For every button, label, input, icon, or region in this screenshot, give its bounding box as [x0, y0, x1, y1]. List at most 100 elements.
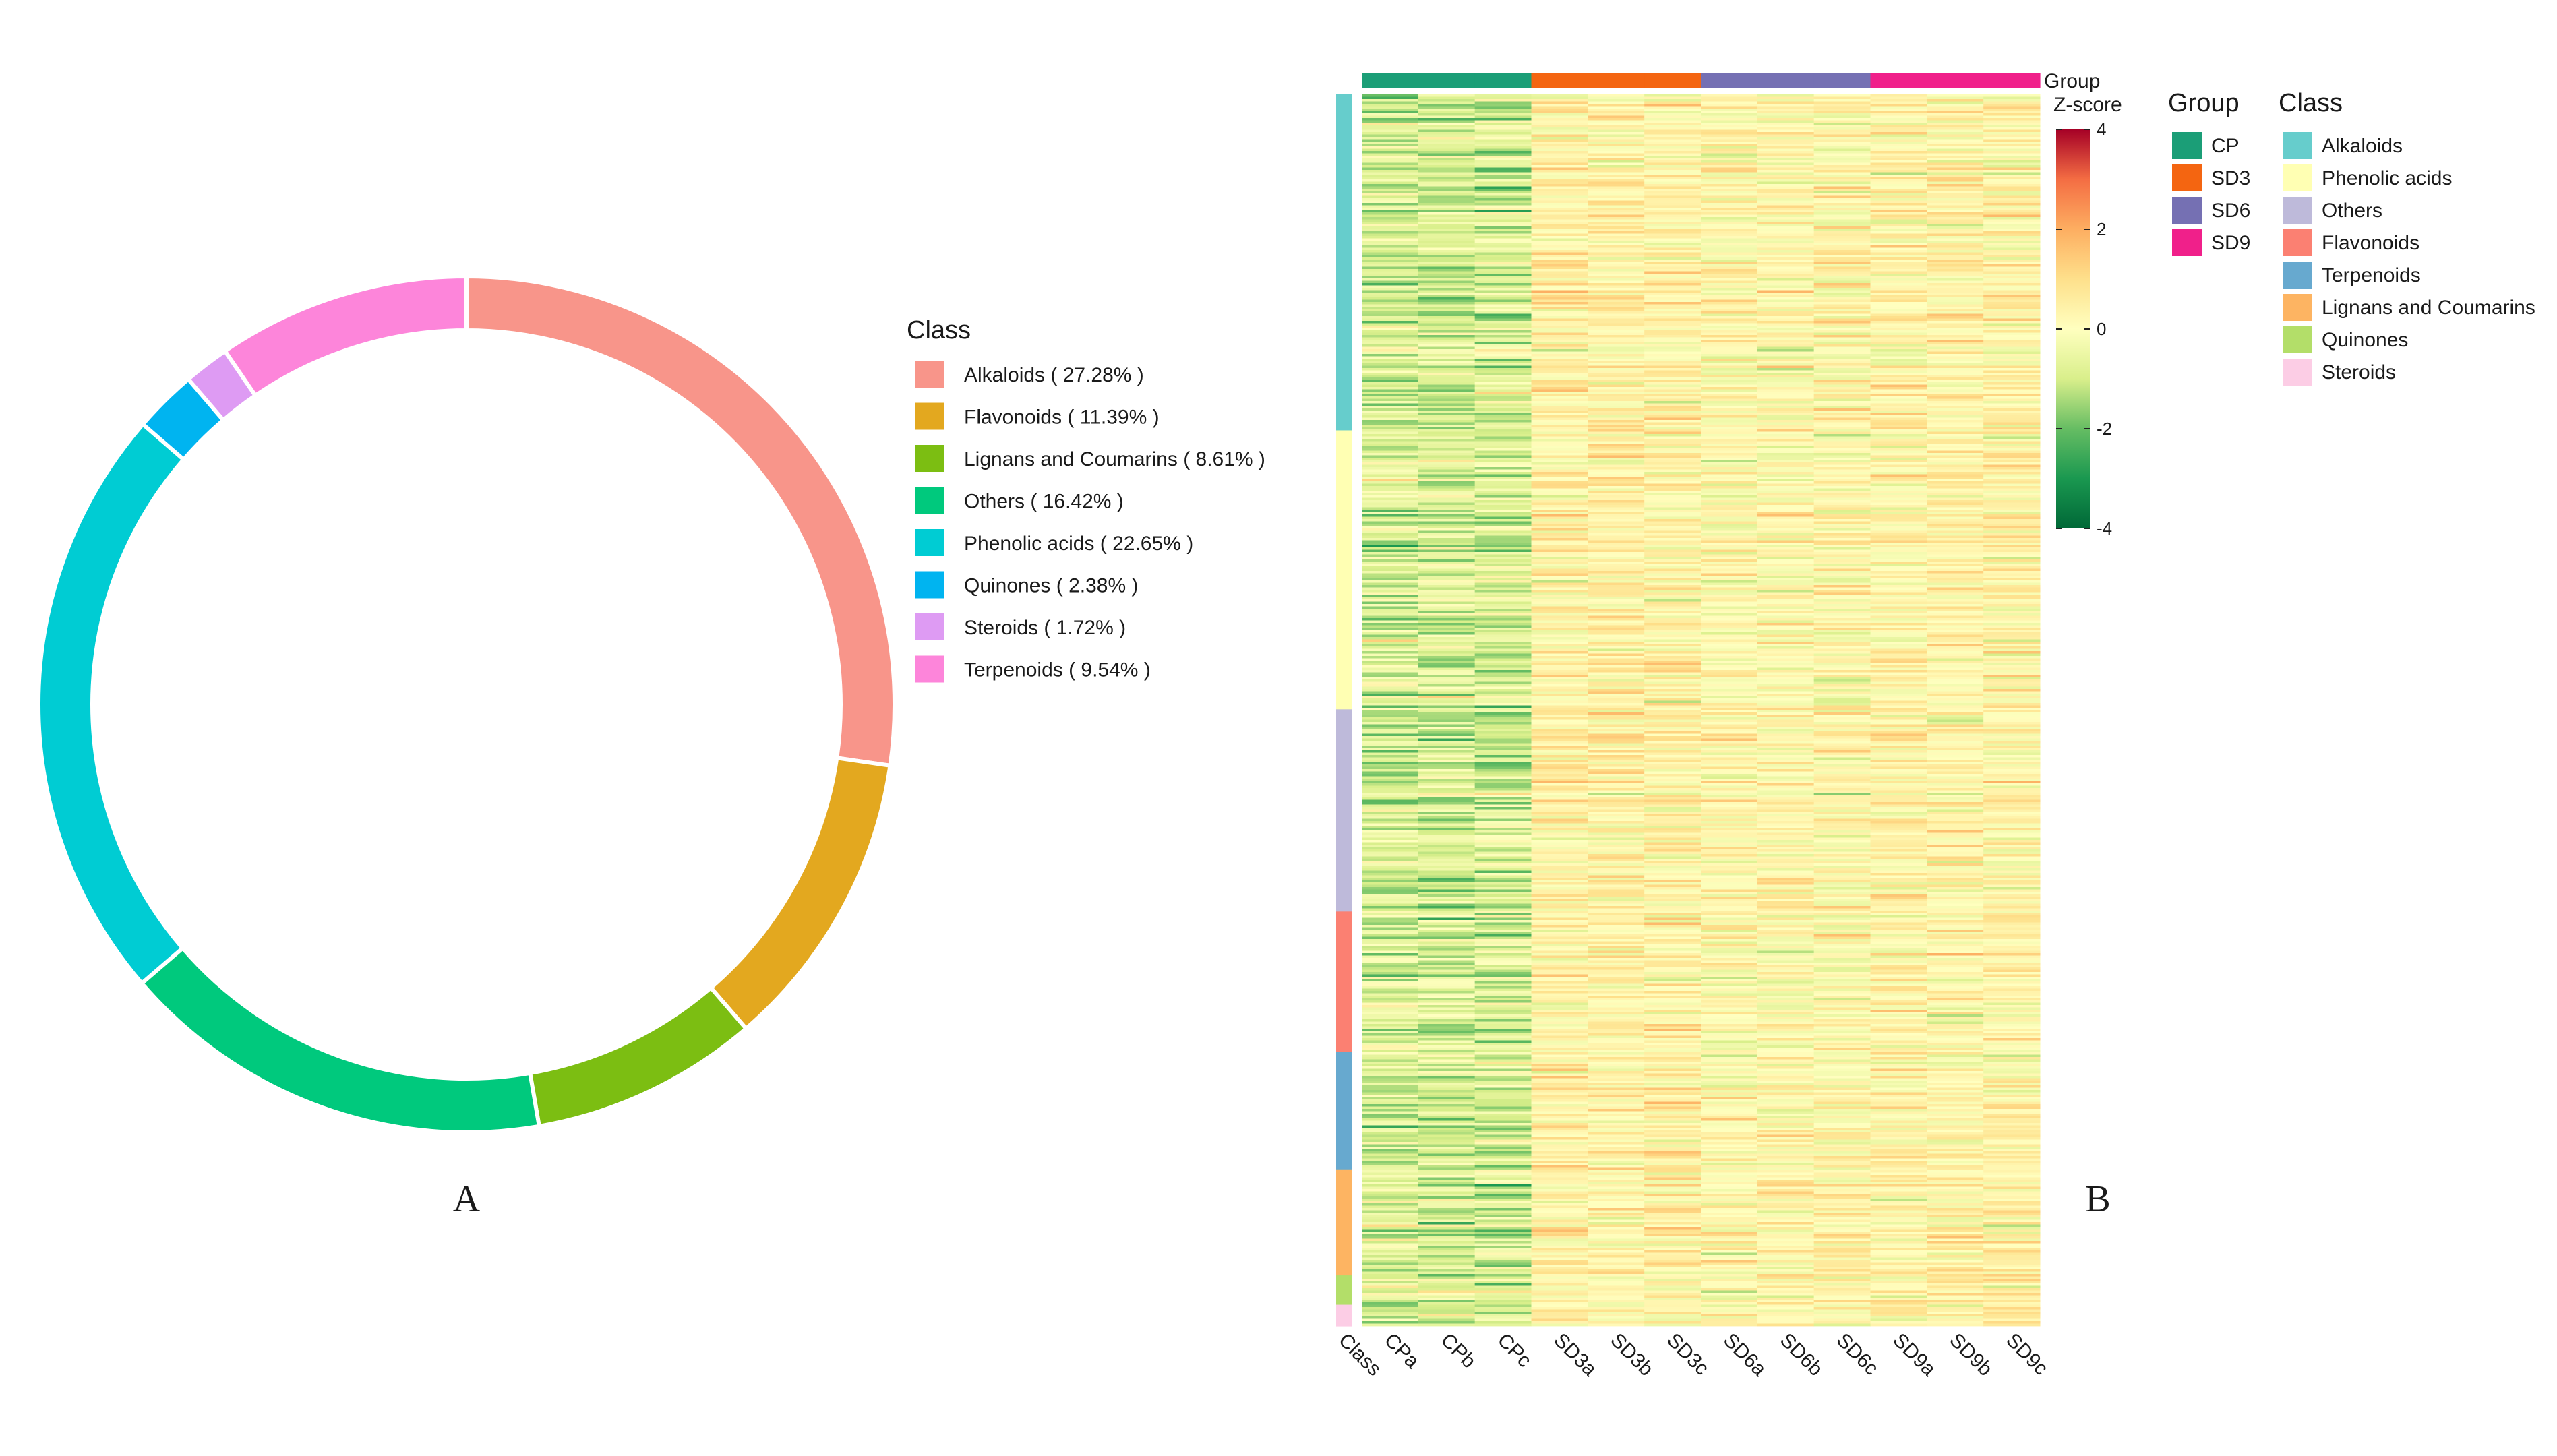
heatmap-cell	[1813, 628, 1871, 630]
heatmap-cell	[1531, 795, 1588, 798]
heatmap-cell	[1870, 1064, 1927, 1067]
heatmap-cell	[1813, 1007, 1871, 1010]
heatmap-cell	[1701, 370, 1758, 373]
heatmap-cell	[1474, 148, 1532, 152]
heatmap-cell	[1644, 101, 1702, 104]
heatmap-cell	[1362, 656, 1419, 659]
heatmap-cell	[1983, 823, 2041, 826]
heatmap-cell	[1813, 1054, 1871, 1058]
heatmap-cell	[1983, 944, 2041, 946]
heatmap-cell	[1418, 694, 1476, 696]
heatmap-cell	[1983, 139, 2041, 142]
heatmap-cell	[1362, 944, 1419, 946]
heatmap-cell	[1474, 578, 1532, 581]
heatmap-cell	[1588, 568, 1645, 572]
heatmap-cell	[1644, 276, 1702, 279]
heatmap-cell	[1362, 1066, 1419, 1069]
heatmap-cell	[1757, 101, 1815, 104]
heatmap-cell	[1701, 908, 1758, 911]
heatmap-cell	[1927, 373, 1984, 375]
heatmap-cell	[1983, 1052, 2041, 1055]
heatmap-cell	[1474, 276, 1532, 279]
heatmap-cell	[1870, 733, 1927, 737]
heatmap-cell	[1813, 524, 1871, 526]
heatmap-cell	[1813, 483, 1871, 487]
heatmap-cell	[1701, 208, 1758, 210]
heatmap-cell	[1701, 623, 1758, 626]
heatmap-cell	[1701, 125, 1758, 128]
heatmap-cell	[1531, 917, 1588, 921]
heatmap-cell	[1588, 165, 1645, 168]
heatmap-cell	[1757, 460, 1815, 463]
heatmap-cell	[1757, 568, 1815, 572]
heatmap-cell	[1870, 139, 1927, 142]
heatmap-cell	[1757, 651, 1815, 654]
heatmap-cell	[1644, 162, 1702, 166]
heatmap-cell	[1870, 217, 1927, 220]
heatmap-cell	[1870, 845, 1927, 847]
heatmap-cell	[1644, 330, 1702, 333]
heatmap-cell	[1644, 115, 1702, 119]
heatmap-cell	[1474, 1054, 1532, 1058]
heatmap-cell	[1701, 950, 1758, 954]
heatmap-cell	[1757, 903, 1815, 907]
heatmap-cell	[1701, 595, 1758, 597]
heatmap-cell	[1870, 634, 1927, 638]
heatmap-cell	[1418, 667, 1476, 671]
heatmap-cell	[1644, 365, 1702, 369]
heatmap-cell	[1362, 1029, 1419, 1031]
heatmap-cell	[1927, 406, 1984, 408]
pie-legend-label-terpenoids: Terpenoids ( 9.54% )	[964, 659, 1151, 681]
heatmap-cell	[1362, 950, 1419, 954]
heatmap-cell	[1870, 290, 1927, 293]
heatmap-cell	[1983, 963, 2041, 965]
heatmap-cell	[1983, 691, 2041, 694]
heatmap-cell	[1983, 809, 2041, 812]
heatmap-cell	[1757, 229, 1815, 232]
heatmap-cell	[1701, 661, 1758, 663]
heatmap-cell	[1418, 661, 1476, 663]
heatmap-cell	[1757, 582, 1815, 586]
heatmap-cell	[1757, 845, 1815, 847]
heatmap-cell	[1418, 464, 1476, 468]
heatmap-cell	[1418, 991, 1476, 994]
heatmap-cell	[1644, 894, 1702, 897]
heatmap-cell	[1418, 1064, 1476, 1067]
heatmap-cell	[1870, 559, 1927, 562]
heatmap-cell	[1813, 783, 1871, 786]
heatmap-cell	[1701, 1038, 1758, 1041]
heatmap-cell	[1870, 549, 1927, 553]
heatmap-cell	[1644, 226, 1702, 229]
heatmap-cell	[1927, 771, 1984, 775]
heatmap-cell	[1362, 807, 1419, 810]
heatmap-cell	[1531, 785, 1588, 789]
heatmap-cell	[1644, 297, 1702, 300]
heatmap-cell	[1362, 587, 1419, 590]
heatmap-cell	[1644, 861, 1702, 864]
heatmap-cell	[1757, 648, 1815, 652]
heatmap-cell	[1870, 1000, 1927, 1003]
heatmap-cell	[1531, 646, 1588, 649]
heatmap-cell	[1588, 774, 1645, 777]
heatmap-cell	[1927, 911, 1984, 913]
heatmap-cell	[1701, 727, 1758, 729]
heatmap-cell	[1813, 573, 1871, 576]
heatmap-cell	[1531, 231, 1588, 234]
heatmap-cell	[1418, 448, 1476, 451]
heatmap-cell	[1644, 703, 1702, 706]
heatmap-cell	[1531, 752, 1588, 756]
heatmap-cell	[1983, 302, 2041, 305]
heatmap-cell	[1531, 486, 1588, 489]
heatmap-cell	[1870, 1033, 1927, 1036]
heatmap-cell	[1531, 1029, 1588, 1031]
heatmap-cell	[1588, 217, 1645, 220]
heatmap-cell	[1531, 615, 1588, 619]
heatmap-cell	[1531, 698, 1588, 701]
heatmap-cell	[1927, 1043, 1984, 1045]
heatmap-cell	[1813, 125, 1871, 128]
heatmap-cell	[1813, 1048, 1871, 1050]
heatmap-cell	[1757, 642, 1815, 644]
heatmap-cell	[1983, 981, 2041, 984]
heatmap-cell	[1927, 620, 1984, 624]
heatmap-cell	[1870, 535, 1927, 539]
